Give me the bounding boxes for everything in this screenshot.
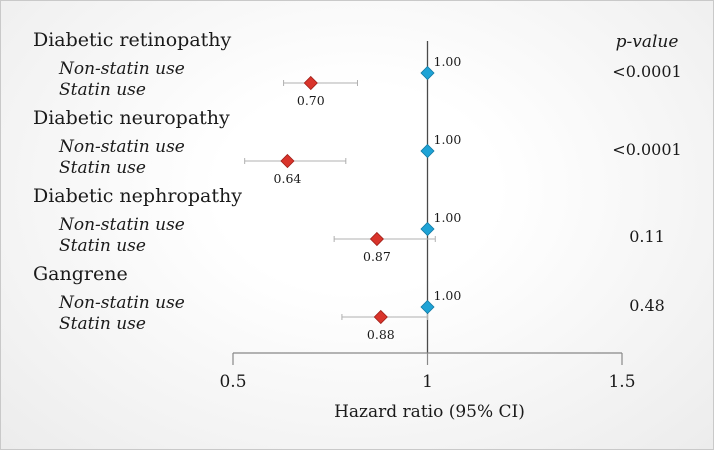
group-label: Diabetic retinopathy xyxy=(33,29,232,51)
data-label-statin: 0.70 xyxy=(297,93,325,108)
reference-marker xyxy=(420,65,435,81)
row-label-non-statin: Non-statin use xyxy=(58,59,185,79)
data-label-reference: 1.00 xyxy=(434,54,462,69)
statin-marker xyxy=(280,153,295,169)
data-label-statin: 0.64 xyxy=(274,171,302,186)
data-label-reference: 1.00 xyxy=(434,132,462,147)
reference-marker xyxy=(420,299,435,315)
p-value: 0.48 xyxy=(629,296,665,315)
group-label: Gangrene xyxy=(33,263,128,285)
row-label-statin: Statin use xyxy=(59,236,146,256)
reference-marker xyxy=(420,143,435,159)
group-label: Diabetic nephropathy xyxy=(33,185,242,207)
pvalue-header: p-value xyxy=(616,32,679,52)
statin-marker xyxy=(303,75,318,91)
data-label-statin: 0.88 xyxy=(367,327,395,342)
x-axis-title: Hazard ratio (95% CI) xyxy=(334,402,525,422)
p-value: <0.0001 xyxy=(612,140,681,159)
x-tick-label: 1 xyxy=(422,372,433,392)
row-label-non-statin: Non-statin use xyxy=(58,137,185,157)
x-tick-label: 1.5 xyxy=(608,372,635,392)
data-label-reference: 1.00 xyxy=(434,210,462,225)
row-label-non-statin: Non-statin use xyxy=(58,215,185,235)
statin-marker xyxy=(369,231,384,247)
row-label-statin: Statin use xyxy=(59,80,146,100)
statin-marker xyxy=(373,309,388,325)
data-label-reference: 1.00 xyxy=(434,288,462,303)
row-label-statin: Statin use xyxy=(59,158,146,178)
reference-marker xyxy=(420,221,435,237)
row-label-non-statin: Non-statin use xyxy=(58,293,185,313)
p-value: 0.11 xyxy=(629,227,665,246)
data-label-statin: 0.87 xyxy=(363,249,391,264)
group-label: Diabetic neuropathy xyxy=(33,107,230,129)
p-value: <0.0001 xyxy=(612,62,681,81)
row-label-statin: Statin use xyxy=(59,314,146,334)
x-tick-label: 0.5 xyxy=(219,372,246,392)
